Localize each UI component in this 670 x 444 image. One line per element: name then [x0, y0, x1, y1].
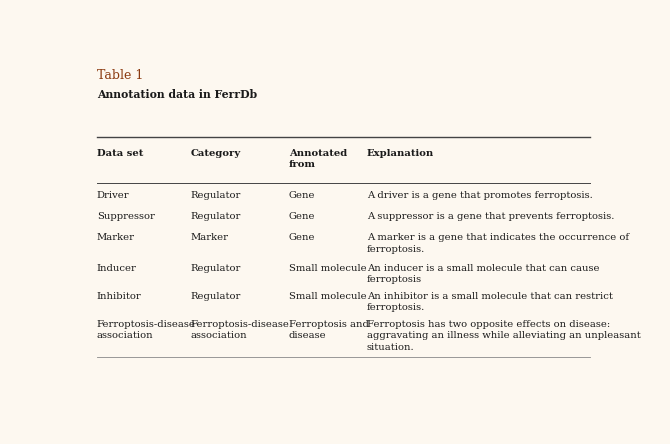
Text: Table 1: Table 1	[96, 69, 143, 82]
Text: Ferroptosis-disease
association: Ferroptosis-disease association	[96, 320, 196, 341]
Text: Annotated
from: Annotated from	[289, 149, 347, 169]
Text: Gene: Gene	[289, 233, 316, 242]
Text: Explanation: Explanation	[366, 149, 434, 158]
Text: Inhibitor: Inhibitor	[96, 292, 141, 301]
Text: An inducer is a small molecule that can cause
ferroptosis: An inducer is a small molecule that can …	[366, 264, 599, 284]
Text: Suppressor: Suppressor	[96, 212, 155, 221]
Text: A driver is a gene that promotes ferroptosis.: A driver is a gene that promotes ferropt…	[366, 191, 592, 200]
Text: Small molecule: Small molecule	[289, 292, 366, 301]
Text: An inhibitor is a small molecule that can restrict
ferroptosis.: An inhibitor is a small molecule that ca…	[366, 292, 612, 313]
Text: Inducer: Inducer	[96, 264, 137, 273]
Text: Driver: Driver	[96, 191, 129, 200]
Text: Annotation data in FerrDb: Annotation data in FerrDb	[96, 89, 257, 100]
Text: Regulator: Regulator	[190, 292, 241, 301]
Text: Ferroptosis and
disease: Ferroptosis and disease	[289, 320, 368, 341]
Text: Regulator: Regulator	[190, 191, 241, 200]
Text: Small molecule: Small molecule	[289, 264, 366, 273]
Text: Regulator: Regulator	[190, 212, 241, 221]
Text: Gene: Gene	[289, 191, 316, 200]
Text: Marker: Marker	[190, 233, 228, 242]
Text: Gene: Gene	[289, 212, 316, 221]
Text: Regulator: Regulator	[190, 264, 241, 273]
Text: Data set: Data set	[96, 149, 143, 158]
Text: Marker: Marker	[96, 233, 135, 242]
Text: A suppressor is a gene that prevents ferroptosis.: A suppressor is a gene that prevents fer…	[366, 212, 614, 221]
Text: Category: Category	[190, 149, 241, 158]
Text: A marker is a gene that indicates the occurrence of
ferroptosis.: A marker is a gene that indicates the oc…	[366, 233, 629, 254]
Text: Ferroptosis has two opposite effects on disease:
aggravating an illness while al: Ferroptosis has two opposite effects on …	[366, 320, 641, 352]
Text: Ferroptosis-disease
association: Ferroptosis-disease association	[190, 320, 289, 341]
